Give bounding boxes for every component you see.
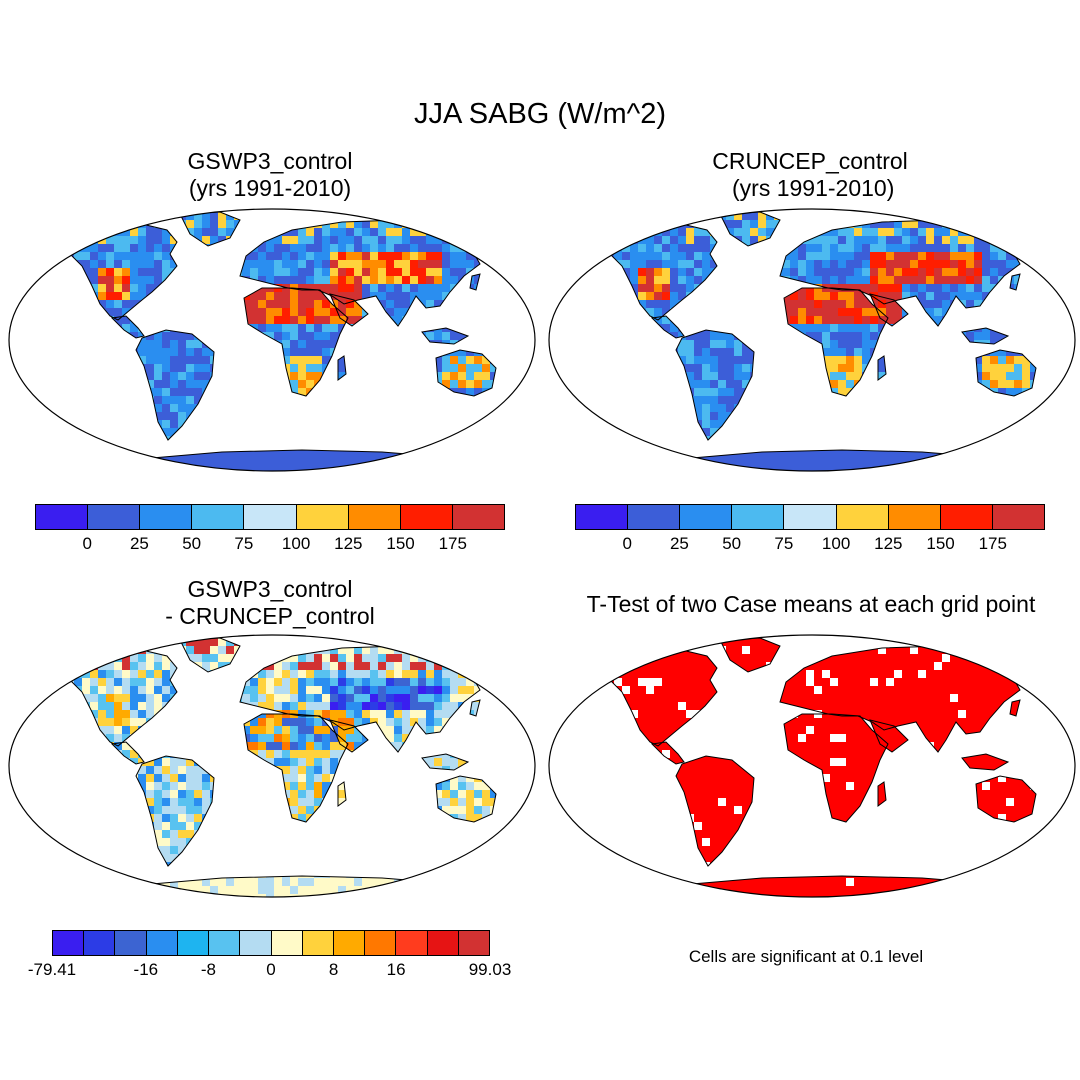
colorbar-cruncep-ticks: 0 25 50 75 100 125 150 175 — [575, 534, 1045, 556]
colorbar-diff-tick-label: -79.41 — [27, 960, 77, 979]
colorbar-cruncep-swatch — [732, 505, 785, 529]
colorbar-diff-ticks: -79.41 -16 -8 0 8 16 99.03 — [28, 960, 511, 982]
map-gswp3 — [2, 204, 542, 476]
land-cells — [598, 638, 1036, 897]
map-border — [548, 634, 1076, 898]
colorbar-gswp3-tick-label: 50 — [182, 534, 202, 553]
colorbar-cruncep-swatch — [680, 505, 733, 529]
land-cells — [598, 212, 1036, 471]
colorbar-gswp3-tick-label: 150 — [386, 534, 415, 553]
colorbar-gswp3-swatch — [36, 505, 89, 529]
world-map-svg — [8, 634, 536, 898]
colorbar-gswp3 — [35, 504, 505, 530]
colorbar-diff-swatch — [240, 931, 272, 955]
colorbar-diff-swatch — [302, 931, 334, 955]
colorbar-cruncep-swatch — [576, 505, 629, 529]
coastlines — [57, 211, 497, 471]
panel-title-diff: GSWP3_control - CRUNCEP_control — [165, 576, 375, 629]
colorbar-gswp3-swatch — [244, 505, 297, 529]
map-border — [548, 208, 1076, 472]
colorbar-cruncep-tick-label: 125 — [874, 534, 903, 553]
colorbar-diff-swatch — [396, 931, 428, 955]
colorbar-cruncep-tick-label: 175 — [978, 534, 1007, 553]
significance-note: Cells are significant at 0.1 level — [688, 947, 924, 966]
world-map-svg — [548, 634, 1076, 898]
colorbar-gswp3-tick-label: 25 — [129, 534, 149, 553]
colorbar-diff-swatch — [84, 931, 116, 955]
colorbar-diff-swatch — [333, 931, 366, 955]
colorbar-cruncep-swatch — [836, 505, 889, 529]
colorbar-gswp3-swatch — [348, 505, 401, 529]
map-border — [8, 208, 536, 472]
colorbar-cruncep-tick-label: 0 — [622, 534, 632, 553]
colorbar-cruncep-swatch — [628, 505, 681, 529]
colorbar-diff-tick-label: 99.03 — [468, 960, 512, 979]
map-cruncep — [542, 204, 1080, 476]
panel-title-gswp3: GSWP3_control (yrs 1991-2010) — [187, 148, 353, 201]
colorbar-cruncep — [575, 504, 1045, 530]
world-map-svg — [8, 208, 536, 472]
panel-title-ttest: T-Test of two Case means at each grid po… — [586, 591, 1036, 617]
colorbar-cruncep-swatch — [992, 505, 1044, 529]
map-ttest — [542, 630, 1080, 902]
colorbar-cruncep-tick-label: 150 — [926, 534, 955, 553]
colorbar-gswp3-tick-label: 75 — [234, 534, 254, 553]
colorbar-diff-tick-label: -8 — [200, 960, 216, 979]
colorbar-cruncep-tick-label: 50 — [722, 534, 742, 553]
colorbar-diff-tick-label: 16 — [386, 960, 406, 979]
colorbar-diff — [52, 930, 490, 956]
colorbar-gswp3-swatch — [296, 505, 349, 529]
colorbar-diff-tick-label: 8 — [328, 960, 339, 979]
colorbar-diff-swatch — [271, 931, 303, 955]
colorbar-gswp3-swatch — [452, 505, 504, 529]
world-map-svg — [548, 208, 1076, 472]
colorbar-diff-tick-label: 0 — [266, 960, 276, 979]
colorbar-diff-swatch — [209, 931, 241, 955]
colorbar-diff-swatch — [177, 931, 210, 955]
colorbar-diff-swatch — [458, 931, 490, 955]
colorbar-cruncep-swatch — [888, 505, 941, 529]
colorbar-gswp3-swatch — [192, 505, 245, 529]
colorbar-gswp3-swatch — [400, 505, 453, 529]
colorbar-cruncep-swatch — [940, 505, 993, 529]
colorbar-diff-swatch — [115, 931, 147, 955]
colorbar-gswp3-tick-label: 100 — [281, 534, 311, 553]
colorbar-gswp3-swatch — [88, 505, 141, 529]
map-border — [8, 634, 536, 898]
colorbar-diff-swatch — [427, 931, 459, 955]
colorbar-gswp3-tick-label: 175 — [438, 534, 467, 553]
colorbar-diff-swatch — [146, 931, 178, 955]
colorbar-diff-swatch — [365, 931, 397, 955]
map-diff — [2, 630, 542, 902]
colorbar-diff-tick-label: -16 — [133, 960, 159, 979]
colorbar-gswp3-ticks: 0 25 50 75 100 125 150 175 — [35, 534, 505, 556]
colorbar-gswp3-swatch — [140, 505, 193, 529]
colorbar-cruncep-tick-label: 75 — [774, 534, 794, 553]
colorbar-diff-swatch — [53, 931, 85, 955]
figure-title: JJA SABG (W/m^2) — [413, 98, 667, 130]
colorbar-cruncep-swatch — [784, 505, 837, 529]
colorbar-cruncep-tick-label: 25 — [669, 534, 689, 553]
colorbar-cruncep-tick-label: 100 — [821, 534, 851, 553]
panel-title-cruncep: CRUNCEP_control (yrs 1991-2010) — [712, 148, 908, 201]
colorbar-gswp3-tick-label: 125 — [334, 534, 363, 553]
colorbar-gswp3-tick-label: 0 — [82, 534, 92, 553]
